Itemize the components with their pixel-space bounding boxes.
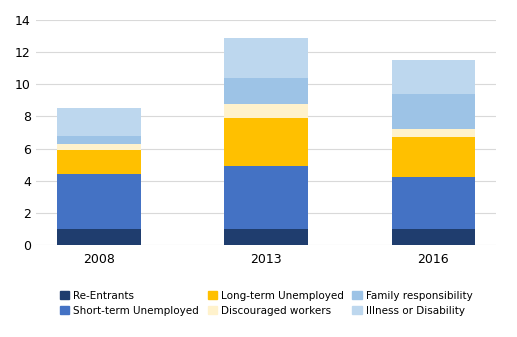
Bar <box>57 174 141 229</box>
Legend: Re-Entrants, Short-term Unemployed, Long-term Unemployed, Discouraged workers, F: Re-Entrants, Short-term Unemployed, Long… <box>60 290 473 316</box>
Bar <box>224 104 308 118</box>
Bar <box>57 150 141 174</box>
Bar <box>57 136 141 145</box>
Bar <box>224 38 308 78</box>
Bar <box>57 229 141 245</box>
Bar <box>391 177 475 229</box>
Bar <box>391 129 475 137</box>
Bar <box>391 229 475 245</box>
Bar <box>224 78 308 104</box>
Bar <box>391 94 475 129</box>
Bar <box>224 166 308 229</box>
Bar <box>391 60 475 94</box>
Bar <box>57 145 141 150</box>
Bar <box>224 229 308 245</box>
Bar <box>224 118 308 166</box>
Bar <box>57 108 141 136</box>
Bar <box>391 137 475 177</box>
